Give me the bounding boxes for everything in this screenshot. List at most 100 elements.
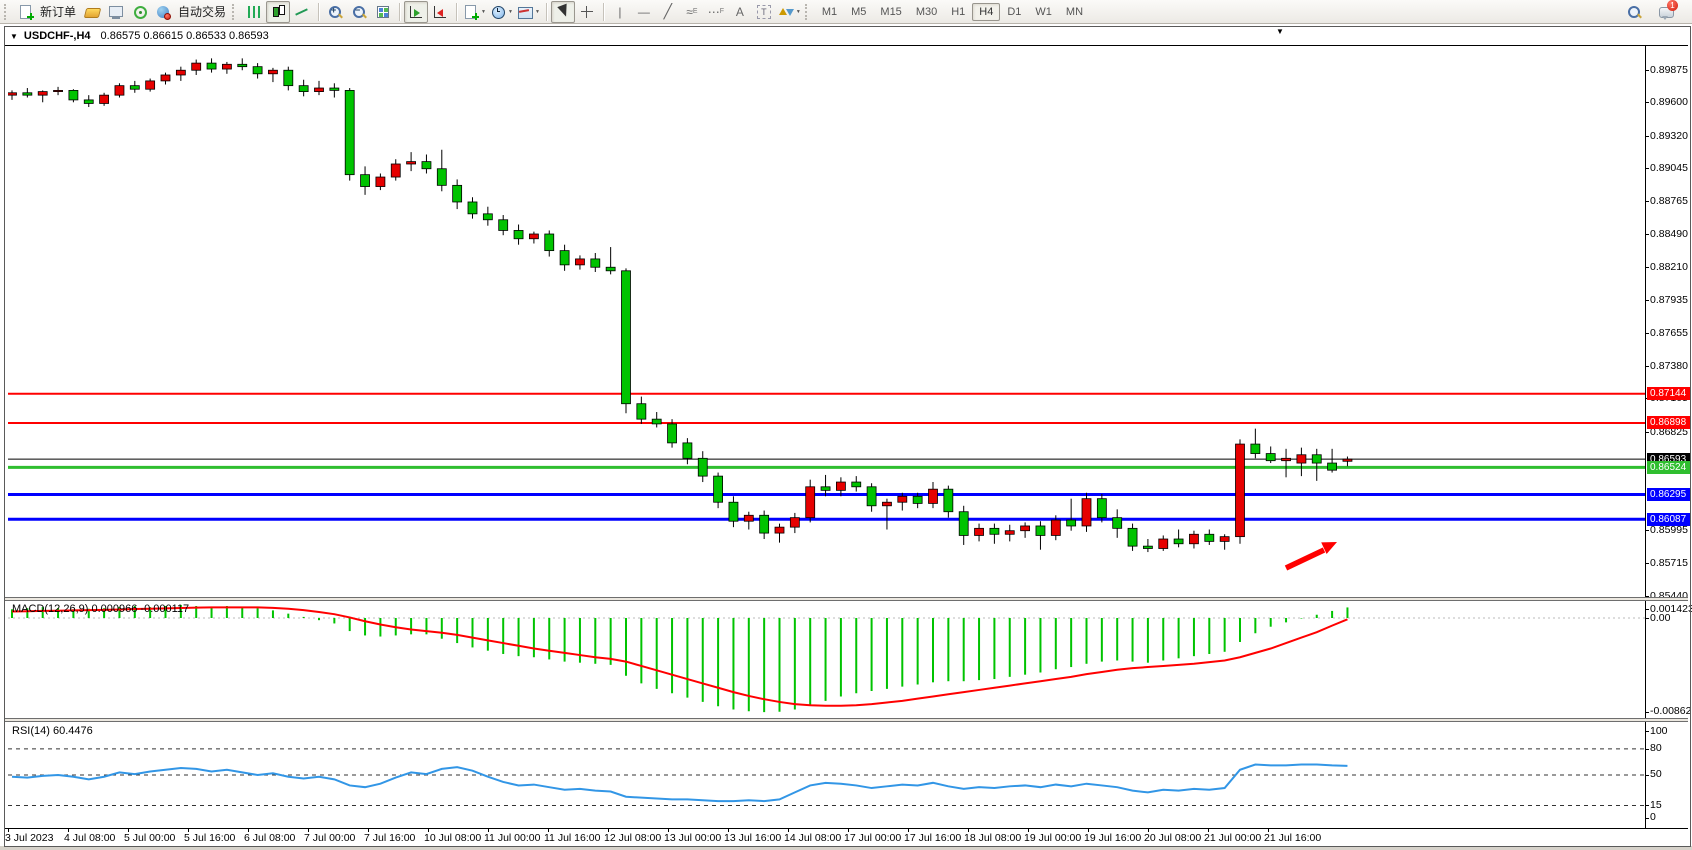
candle [513,230,524,240]
chevron-down-icon[interactable]: ▼ [481,8,486,15]
text-button[interactable]: A [728,1,752,23]
indicators-button[interactable]: ▼ [461,1,488,23]
line-chart-button[interactable] [290,1,314,23]
line-chart-icon [294,4,310,20]
auto-trading-label[interactable]: 自动交易 [178,5,227,19]
timeframe-mn[interactable]: MN [1065,5,1084,18]
chevron-down-icon[interactable]: ▼ [795,8,801,15]
annotation-arrow-head[interactable] [1321,542,1337,554]
chart-title-bar[interactable]: ▼ USDCHF-,H4 0.86575 0.86615 0.86533 0.8… [5,27,1688,46]
zoom-out-button[interactable]: − [347,1,371,23]
price-axis-tick [1645,365,1649,367]
candle [605,266,616,272]
new-order-button[interactable] [14,1,38,23]
time-axis[interactable]: 3 Jul 2023 4 Jul 08:00 5 Jul 00:00 5 Jul 16… [5,828,1688,846]
vertical-line-button[interactable]: | [608,1,632,23]
rsi-indicator-plot[interactable] [8,722,1645,828]
trendline-button[interactable]: ╱ [656,1,680,23]
macd-axis-tick [1645,609,1649,610]
horizontal-line-button[interactable]: — [632,1,656,23]
timeframe-d1[interactable]: D1 [1007,5,1022,18]
bar-chart-button[interactable] [242,1,266,23]
macd-indicator-plot[interactable] [8,601,1645,719]
candle [452,184,463,203]
annotation-arrow-shaft[interactable] [1284,547,1326,571]
time-axis-label: 7 Jul 00:00 [304,832,356,844]
price-axis-tick [1645,299,1649,301]
panel-splitter[interactable] [5,597,1688,601]
indicators-icon [463,4,480,20]
timeframe-m1[interactable]: M1 [821,5,838,18]
rsi-line [11,763,1348,803]
timeframe-m5[interactable]: M5 [851,5,867,18]
zoom-in-button[interactable]: + [323,1,347,23]
candle [1204,533,1215,542]
time-axis-tick [1208,829,1209,832]
candle [1265,453,1276,462]
price-axis-label: 0.88210 [1650,261,1688,274]
tile-windows-button[interactable] [371,1,395,23]
signals-button[interactable] [128,1,152,23]
rsi-axis-label: 80 [1650,742,1662,754]
candle [820,486,831,491]
rsi-axis-tick [1645,805,1649,806]
auto-scroll-button[interactable] [404,0,429,23]
candle [375,176,386,187]
community-button[interactable] [104,1,128,23]
horizontal-line-icon: — [637,4,650,19]
market-watch-button[interactable] [80,1,104,23]
collapse-icon[interactable]: ▼ [10,31,18,41]
rsi-axis-label: 50 [1650,768,1662,780]
chevron-down-icon[interactable]: ▼ [1276,27,1284,36]
crosshair-icon [579,4,595,20]
crosshair-button[interactable] [575,1,599,23]
candle [329,87,340,91]
rsi-axis-label: 15 [1650,799,1662,811]
time-axis-tick [848,829,849,832]
macd-axis-label: 0.001423 [1650,603,1692,615]
toolbar-separator [456,2,458,21]
chevron-down-icon[interactable]: ▼ [507,8,513,15]
price-axis-tick [1645,563,1649,565]
toolbar-grip[interactable] [232,3,238,20]
price-axis-tick [1645,201,1649,203]
arrows-button[interactable]: ▼ [776,1,803,23]
fibonacci-icon-sub: F [719,8,725,15]
price-axis-tick [1645,69,1649,71]
notifications-button[interactable]: 1 [1654,0,1678,23]
auto-trading-button[interactable] [152,1,176,23]
price-axis-label: 0.88765 [1650,195,1688,208]
toolbar-grip[interactable] [804,3,811,20]
toolbar-grip[interactable] [4,3,10,20]
chevron-down-icon[interactable]: ▼ [534,8,540,15]
candle [1250,443,1261,454]
cursor-button[interactable] [550,0,575,23]
periods-button[interactable]: ▼ [488,1,515,23]
timeframe-m30[interactable]: M30 [915,5,938,18]
candle [882,501,892,507]
time-axis-tick [1148,829,1149,832]
fibonacci-button[interactable]: ⋯ F [704,1,728,23]
time-axis-label: 5 Jul 16:00 [184,832,236,844]
time-axis-tick [608,829,609,832]
candle [1143,545,1153,549]
equidistant-channel-button[interactable]: ≈ E [680,1,704,23]
candlestick-chart-button[interactable] [266,0,291,23]
candle [1327,462,1337,471]
candle [621,270,631,405]
price-axis-tick [1645,431,1649,433]
price-axis-tick [1645,135,1649,137]
candlestick-plot[interactable] [8,46,1645,598]
search-button[interactable] [1622,1,1646,23]
timeframe-m15[interactable]: M15 [880,5,902,18]
new-order-label[interactable]: 新订单 [40,5,77,19]
text-label-button[interactable]: T [752,1,776,23]
templates-button[interactable]: ▼ [515,1,542,23]
candle [851,481,862,488]
chart-shift-button[interactable] [428,1,452,23]
panel-splitter[interactable] [5,718,1688,722]
timeframe-h4[interactable]: H4 [972,2,1001,21]
timeframe-w1[interactable]: W1 [1035,5,1052,18]
candle [1235,443,1245,538]
timeframe-h1[interactable]: H1 [951,5,966,18]
